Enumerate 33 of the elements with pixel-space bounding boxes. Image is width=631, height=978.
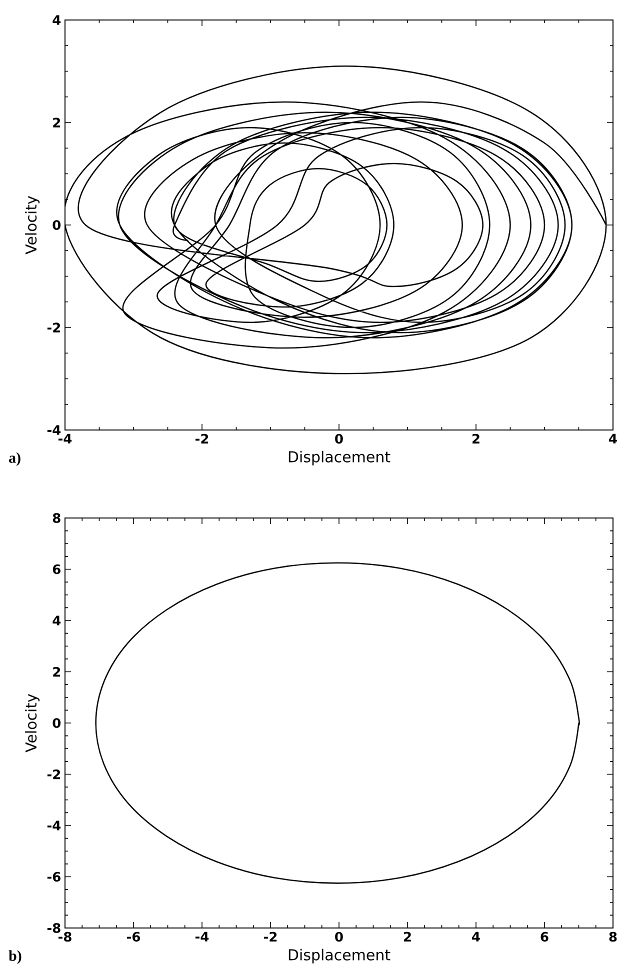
x-axis-title: Displacement bbox=[288, 948, 390, 964]
text: a) bbox=[9, 452, 20, 466]
x-tick-label: 0 bbox=[335, 932, 343, 942]
x-tick-label: 2 bbox=[472, 434, 480, 444]
x-tick-label: 2 bbox=[404, 932, 411, 942]
x-tick-label: -6 bbox=[126, 932, 140, 942]
y-tick-label: 4 bbox=[52, 15, 61, 25]
x-tick-label: 0 bbox=[335, 434, 343, 444]
y-axis-title: Velocity bbox=[25, 196, 40, 254]
x-tick-label: 8 bbox=[609, 932, 617, 942]
y-axis-title: Velocity bbox=[25, 694, 40, 752]
x-tick-label: -2 bbox=[195, 434, 208, 444]
y-tick-label: 2 bbox=[53, 118, 60, 128]
y-tick-label: 4 bbox=[52, 616, 61, 626]
y-tick-label: 8 bbox=[52, 513, 60, 523]
x-tick-label: 4 bbox=[472, 932, 480, 942]
y-tick-label: 6 bbox=[52, 564, 60, 574]
x-tick-label: -4 bbox=[195, 932, 209, 942]
y-tick-label: -4 bbox=[47, 820, 61, 830]
x-tick-label: -2 bbox=[264, 932, 277, 942]
x-tick-label: 4 bbox=[609, 434, 617, 444]
x-tick-label: 6 bbox=[540, 932, 548, 942]
line-series bbox=[95, 562, 580, 884]
x-axis-title: Displacement bbox=[288, 450, 390, 466]
text: b) bbox=[8, 950, 22, 964]
y-tick-label: -2 bbox=[47, 322, 60, 332]
y-tick-label: -6 bbox=[47, 872, 60, 882]
y-tick-label: -4 bbox=[47, 425, 61, 435]
y-tick-label: -2 bbox=[47, 769, 60, 780]
y-tick-label: 2 bbox=[53, 666, 60, 677]
y-tick-label: 0 bbox=[52, 718, 61, 728]
y-tick-label: 0 bbox=[52, 220, 61, 230]
y-tick-label: -8 bbox=[47, 923, 60, 933]
